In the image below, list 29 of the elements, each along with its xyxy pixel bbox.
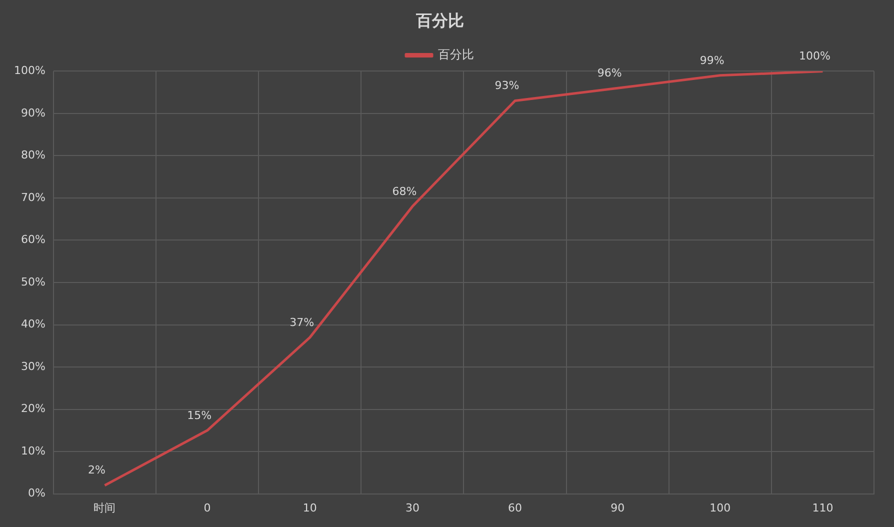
y-tick-label: 30%	[20, 360, 46, 373]
data-label: 15%	[187, 408, 212, 422]
y-tick-label: 20%	[20, 402, 46, 416]
y-tick-label: 100%	[14, 64, 46, 78]
data-label: 96%	[597, 66, 622, 80]
y-tick-label: 50%	[20, 275, 46, 288]
y-tick-label: 10%	[20, 444, 46, 458]
legend-label: 百分比	[438, 47, 474, 62]
x-tick-label: 60	[508, 501, 522, 514]
y-tick-label: 90%	[20, 106, 46, 120]
x-tick-label: 90	[610, 501, 625, 514]
x-tick-label: 30	[405, 501, 420, 514]
y-tick-label: 80%	[20, 148, 46, 162]
y-tick-label: 0%	[28, 486, 46, 500]
x-tick-label: 110	[812, 501, 834, 514]
data-label: 93%	[494, 79, 520, 92]
data-label: 37%	[290, 316, 314, 329]
chart-title: 百分比	[415, 10, 464, 30]
data-label: 99%	[700, 54, 724, 67]
x-tick-label: 100	[710, 501, 731, 514]
data-label: 68%	[392, 184, 417, 198]
x-tick-label: 时间	[94, 501, 116, 514]
data-label: 100%	[798, 50, 830, 63]
x-tick-label: 0	[204, 501, 211, 514]
data-label: 2%	[88, 464, 106, 477]
x-tick-label: 10	[302, 501, 317, 514]
y-tick-label: 60%	[20, 233, 46, 246]
y-tick-label: 70%	[20, 190, 46, 204]
y-tick-label: 40%	[20, 318, 46, 331]
